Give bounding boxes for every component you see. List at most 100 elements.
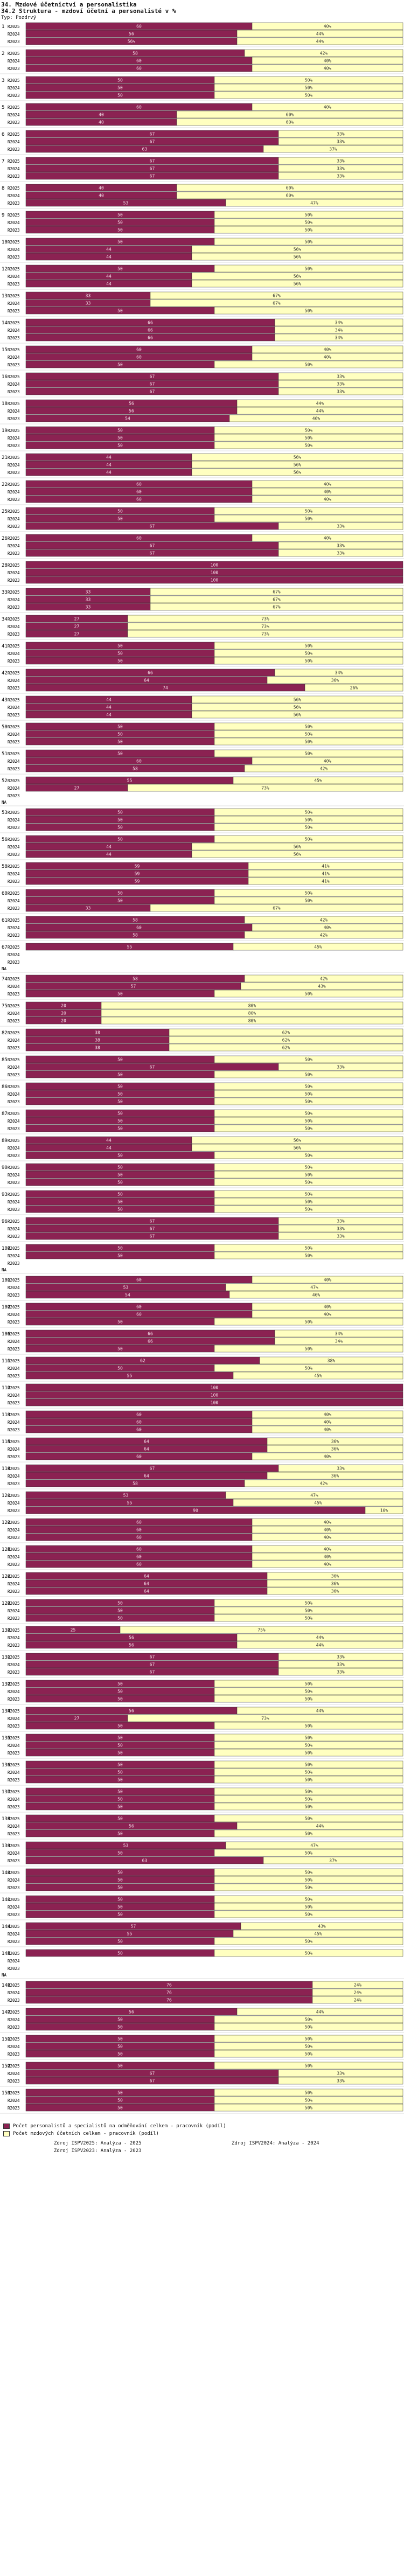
data-label-accountants: 50% bbox=[305, 1743, 313, 1748]
bar-segment-accountants bbox=[252, 480, 403, 488]
data-label-accountants: 50% bbox=[305, 1736, 313, 1740]
year-label: R2025 bbox=[8, 240, 20, 245]
data-label-accountants: 67% bbox=[273, 906, 281, 911]
year-label: R2023 bbox=[8, 1885, 20, 1890]
year-label: R2023 bbox=[8, 578, 20, 583]
data-label-accountants: 50% bbox=[305, 1778, 313, 1783]
data-label-accountants: 34% bbox=[335, 1332, 343, 1336]
data-label-personalists: 59 bbox=[135, 872, 140, 876]
data-label-accountants: 60% bbox=[286, 186, 294, 191]
bar-segment-accountants bbox=[278, 164, 403, 172]
data-label-accountants: 50% bbox=[305, 213, 313, 218]
group-label: 90 bbox=[2, 1165, 8, 1171]
data-label-personalists: 60 bbox=[136, 925, 142, 930]
data-label-personalists: 50 bbox=[117, 725, 123, 729]
data-label-accountants: 44% bbox=[316, 1824, 324, 1829]
group-label: 75 bbox=[2, 1004, 8, 1009]
bar-segment-accountants bbox=[214, 1082, 403, 1090]
year-label: R2023 bbox=[8, 39, 20, 44]
data-label-personalists: 44 bbox=[106, 255, 112, 260]
data-label-personalists: 50 bbox=[117, 825, 123, 830]
data-label-accountants: 50% bbox=[305, 1770, 313, 1775]
bar-segment-accountants bbox=[244, 974, 403, 983]
data-label-personalists: 50 bbox=[117, 2052, 123, 2057]
bar-segment-accountants bbox=[278, 522, 403, 530]
group-label: 6 bbox=[2, 132, 4, 137]
data-label-personalists: 60 bbox=[136, 1528, 142, 1533]
data-label-accountants: 62% bbox=[282, 1046, 290, 1050]
data-label-accountants: 33% bbox=[337, 1234, 345, 1239]
year-label: R2023 bbox=[8, 1347, 20, 1352]
data-label-accountants: 40% bbox=[324, 347, 332, 352]
bar-segment-accountants bbox=[176, 184, 403, 192]
group-label: 93 bbox=[2, 1192, 8, 1198]
data-label-accountants: 40% bbox=[324, 1562, 332, 1567]
year-label: R2024 bbox=[8, 517, 20, 521]
bar-segment-accountants bbox=[214, 1251, 403, 1259]
bar-segment-accountants bbox=[214, 1903, 403, 1911]
year-label: R2024 bbox=[8, 786, 20, 791]
year-label: R2024 bbox=[8, 1689, 20, 1694]
data-label-accountants: 44% bbox=[316, 1643, 324, 1648]
year-label: R2024 bbox=[8, 32, 20, 37]
year-label: R2025 bbox=[8, 1386, 20, 1390]
data-label-personalists: 40 bbox=[99, 113, 104, 117]
data-label-personalists: 20 bbox=[61, 1004, 66, 1008]
data-label-accountants: 60% bbox=[286, 120, 294, 125]
year-label: R2023 bbox=[8, 336, 20, 340]
data-label-personalists: 50 bbox=[117, 992, 123, 997]
data-label-personalists: 58 bbox=[133, 977, 138, 981]
year-label: R2025 bbox=[8, 671, 20, 676]
bar-segment-accountants bbox=[263, 145, 403, 153]
bar-segment-accountants bbox=[312, 1996, 403, 2004]
bar-segment-accountants bbox=[236, 399, 403, 407]
data-label-accountants: 50% bbox=[305, 1073, 313, 1077]
data-label-accountants: 50% bbox=[305, 2037, 313, 2042]
group-label: 137 bbox=[2, 1790, 10, 1795]
bar-segment-accountants bbox=[214, 1205, 403, 1213]
data-label-accountants: 50% bbox=[305, 1816, 313, 1821]
year-label: R2024 bbox=[8, 409, 20, 414]
bar-segment-accountants bbox=[101, 1001, 403, 1009]
data-label-accountants: 50% bbox=[305, 1851, 313, 1856]
data-label-personalists: 50 bbox=[117, 2091, 123, 2095]
data-label-personalists: 67 bbox=[150, 174, 155, 179]
bar-segment-accountants bbox=[214, 1599, 403, 1607]
bar-segment-accountants bbox=[278, 2077, 403, 2085]
bar-segment-accountants bbox=[252, 757, 403, 765]
data-label-accountants: 44% bbox=[316, 1709, 324, 1714]
bar-segment-accountants bbox=[214, 1070, 403, 1078]
data-label-personalists: 50 bbox=[117, 443, 123, 448]
data-label-accountants: 33% bbox=[337, 374, 345, 379]
bar-segment-accountants bbox=[191, 253, 403, 261]
data-label-accountants: 50% bbox=[305, 1682, 313, 1687]
data-label-personalists: 63 bbox=[142, 1858, 148, 1863]
type-label: Typ: Pozdrvý bbox=[1, 15, 37, 20]
data-label-personalists: 64 bbox=[144, 1439, 149, 1444]
group-label: 118 bbox=[2, 1466, 10, 1472]
year-label: R2025 bbox=[8, 1924, 20, 1929]
group-label: 14 bbox=[2, 321, 8, 326]
data-label-personalists: 50 bbox=[117, 2025, 123, 2030]
year-label: R2024 bbox=[8, 1366, 20, 1371]
data-label-accountants: 50% bbox=[305, 1905, 313, 1910]
data-label-accountants: 56% bbox=[294, 698, 302, 702]
year-label: R2023 bbox=[8, 1589, 20, 1594]
data-label-accountants: 34% bbox=[335, 671, 343, 676]
data-label-accountants: 36% bbox=[331, 1589, 339, 1594]
bar-segment-accountants bbox=[169, 1043, 403, 1052]
bar-segment-accountants bbox=[214, 1829, 403, 1837]
year-label: R2023 bbox=[8, 605, 20, 610]
bar-segment-accountants bbox=[252, 1310, 403, 1318]
bar-segment-accountants bbox=[236, 30, 403, 38]
data-label-accountants: 44% bbox=[316, 1635, 324, 1640]
year-label: R2023 bbox=[8, 1616, 20, 1621]
bar-segment-accountants bbox=[214, 1695, 403, 1703]
data-label-personalists: 62 bbox=[140, 1359, 145, 1363]
data-label-accountants: 45% bbox=[314, 1501, 322, 1506]
bar-segment-accountants bbox=[214, 657, 403, 665]
data-label-accountants: 38% bbox=[328, 1359, 336, 1363]
year-label: R2025 bbox=[8, 1763, 20, 1767]
year-label: R2025 bbox=[8, 698, 20, 702]
year-label: R2024 bbox=[8, 1555, 20, 1559]
